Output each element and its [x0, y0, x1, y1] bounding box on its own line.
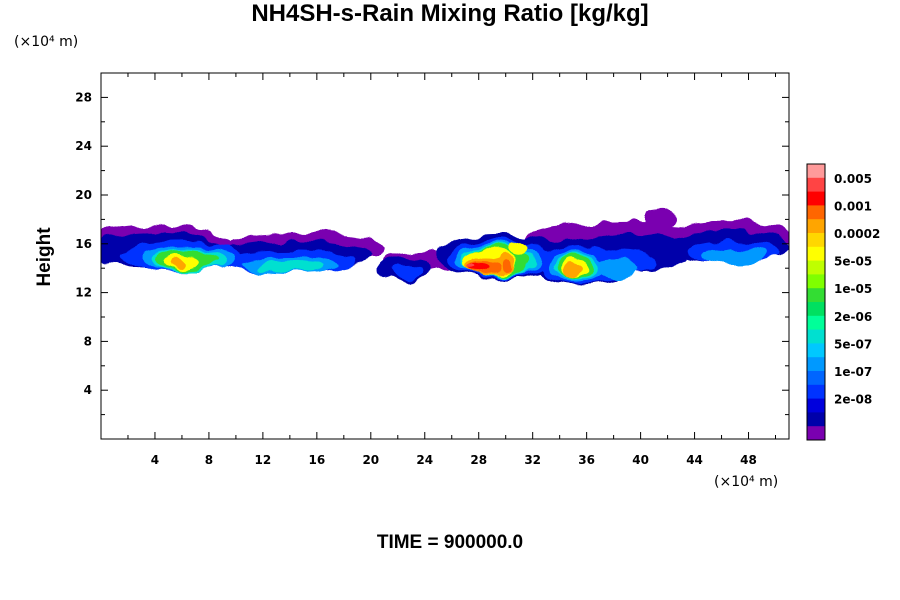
plot-frame [100, 72, 790, 440]
field-blob-level-10 [466, 263, 478, 269]
colorbar-swatch [807, 233, 825, 248]
field-blob-level-6 [508, 240, 530, 255]
y-tick-label: 16 [75, 237, 92, 251]
colorbar-swatch [807, 164, 825, 179]
colorbar-swatch [807, 288, 825, 303]
colorbar-swatch [807, 274, 825, 289]
field-blob-level-8 [500, 260, 512, 271]
field-blob-level-4 [256, 259, 324, 272]
x-tick-label: 32 [524, 453, 541, 467]
field-layer [101, 208, 789, 286]
field-blob-level-2 [391, 263, 424, 278]
y-tick-label: 8 [84, 334, 92, 348]
colorbar-swatch [807, 177, 825, 193]
colorbar-label: 1e-05 [834, 282, 872, 296]
colorbar-swatch [807, 219, 825, 234]
colorbar-swatch [807, 191, 825, 206]
y-tick-label: 12 [75, 286, 92, 300]
time-label: TIME = 900000.0 [376, 532, 524, 553]
x-tick-label: 48 [740, 453, 757, 467]
colorbar-label: 0.001 [834, 199, 872, 213]
colorbar-swatch [807, 384, 825, 400]
colorbar-swatch [807, 398, 825, 413]
y-tick-label: 4 [84, 383, 92, 397]
colorbar-swatch [807, 357, 825, 372]
colorbar-label: 5e-07 [834, 337, 872, 351]
chart-title: NH4SH-s-Rain Mixing Ratio [kg/kg] [251, 0, 649, 27]
x-tick-label: 12 [255, 453, 272, 467]
colorbar-swatch [807, 205, 825, 220]
y-axis-unit: (×10⁴ m) [14, 34, 79, 50]
field-blob-level-7 [563, 262, 580, 277]
x-tick-label: 24 [416, 453, 433, 467]
field-blob-level-0 [644, 208, 678, 228]
colorbar-frame [806, 163, 826, 441]
colorbar-swatch [807, 426, 825, 441]
colorbar-label: 0.005 [834, 172, 872, 186]
y-tick-label: 24 [75, 139, 92, 153]
colorbar-label: 5e-05 [834, 255, 872, 269]
field-blob-level-3 [702, 247, 768, 265]
y-tick-label: 20 [75, 188, 92, 202]
colorbar-swatch [807, 260, 825, 275]
colorbar-swatch [807, 329, 825, 344]
y-tick-label: 28 [75, 90, 92, 104]
x-tick-label: 44 [686, 453, 703, 467]
x-tick-label: 20 [362, 453, 379, 467]
x-tick-label: 16 [308, 453, 325, 467]
y-axis-title: Height [34, 227, 55, 287]
colorbar-label: 1e-07 [834, 365, 872, 379]
x-tick-label: 28 [470, 453, 487, 467]
colorbar-swatch [807, 412, 825, 427]
x-tick-label: 8 [205, 453, 213, 467]
colorbar-swatch [807, 302, 825, 317]
colorbar: 0.005 0.001 0.0002 5e-05 1e-05 2e-06 5e-07 1e-0… [806, 163, 880, 441]
colorbar-swatch [807, 315, 825, 331]
field-blob-level-3 [593, 258, 640, 278]
x-tick-label: 4 [151, 453, 159, 467]
colorbar-label: 0.0002 [834, 227, 880, 241]
field-blob-level-7 [171, 257, 188, 267]
colorbar-swatch [807, 246, 825, 262]
colorbar-swatch [807, 371, 825, 386]
colorbar-swatch [807, 343, 825, 358]
x-tick-label: 40 [632, 453, 649, 467]
x-axis-unit: (×10⁴ m) [714, 474, 779, 490]
colorbar-label: 2e-08 [834, 393, 872, 407]
x-tick-label: 36 [578, 453, 595, 467]
colorbar-label: 2e-06 [834, 310, 872, 324]
